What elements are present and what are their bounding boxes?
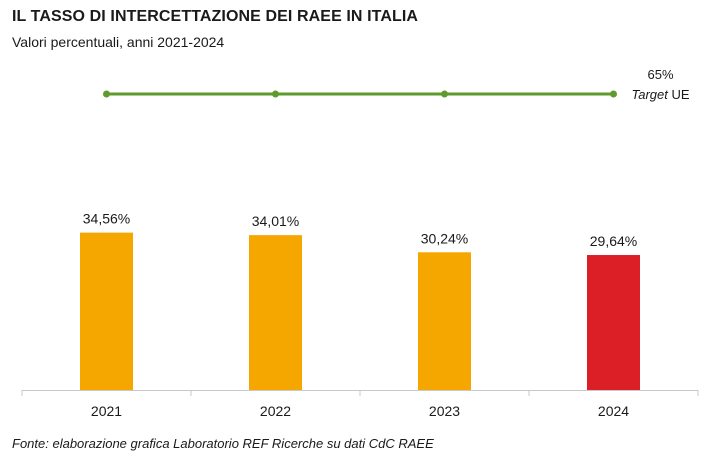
bars-group: 34,56% 34,01% 30,24% 29,64% bbox=[80, 211, 640, 390]
x-tick-label-2024: 2024 bbox=[598, 403, 629, 419]
bar-value-label-2024: 29,64% bbox=[590, 233, 637, 249]
target-marker bbox=[610, 90, 617, 98]
bar-value-label-2021: 34,56% bbox=[83, 211, 130, 227]
chart-subtitle: Valori percentuali, anni 2021-2024 bbox=[12, 34, 225, 50]
bar-2024 bbox=[587, 255, 640, 390]
source-note: Fonte: elaborazione grafica Laboratorio … bbox=[12, 436, 434, 451]
bar-value-label-2022: 34,01% bbox=[252, 213, 299, 229]
target-label: Target UE bbox=[631, 87, 689, 102]
x-tick-label-2023: 2023 bbox=[429, 403, 460, 419]
target-marker bbox=[272, 90, 279, 98]
bar-2021 bbox=[80, 232, 133, 390]
bar-2023 bbox=[418, 252, 471, 390]
target-label-rest: UE bbox=[668, 87, 690, 102]
target-marker bbox=[103, 90, 110, 98]
bar-value-label-2023: 30,24% bbox=[421, 230, 468, 246]
x-tick-label-2022: 2022 bbox=[260, 403, 291, 419]
x-axis-ticks: 2021 2022 2023 2024 bbox=[21, 390, 699, 419]
chart-title: IL TASSO DI INTERCETTAZIONE DEI RAEE IN … bbox=[12, 8, 419, 25]
target-marker bbox=[441, 90, 448, 98]
x-tick-label-2021: 2021 bbox=[91, 403, 122, 419]
target-line-group: 65% Target UE bbox=[103, 67, 690, 102]
target-label-italic: Target bbox=[631, 87, 669, 102]
target-value-label: 65% bbox=[647, 67, 673, 82]
bar-2022 bbox=[249, 235, 302, 390]
